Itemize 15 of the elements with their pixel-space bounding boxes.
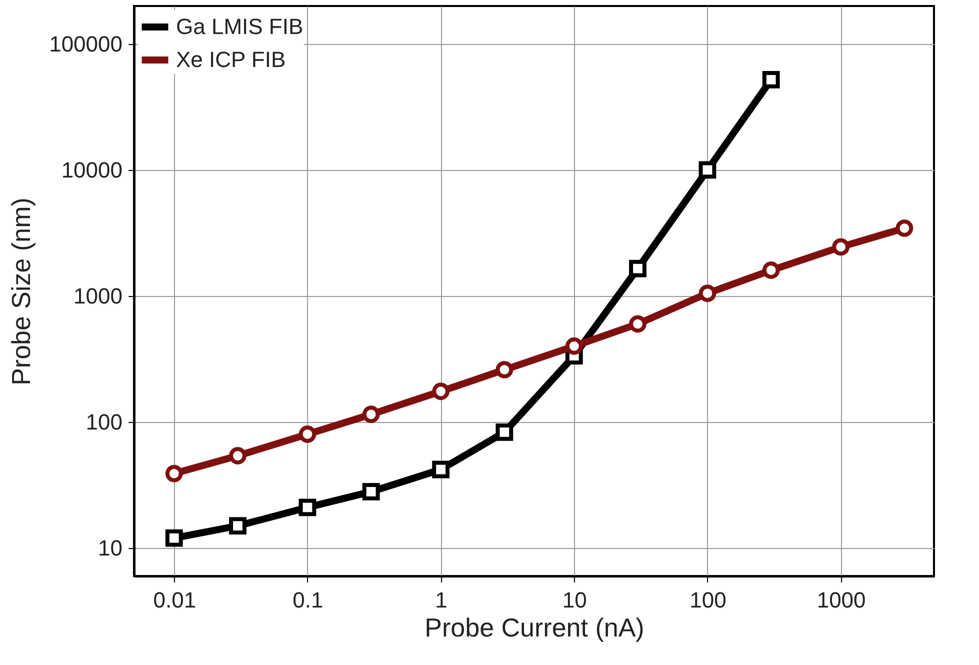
x-axis-title: Probe Current (nA) [424, 612, 644, 642]
x-tick-label: 1000 [816, 588, 866, 612]
x-tick-label: 0.1 [292, 588, 324, 612]
y-tick-label: 1000 [74, 283, 122, 308]
y-tick-label: 100 [86, 410, 122, 435]
x-tick-label: 0.01 [153, 588, 196, 612]
legend-label: Ga LMIS FIB [176, 14, 304, 39]
legend-label: Xe ICP FIB [176, 47, 286, 72]
y-tick-label: 100000 [49, 31, 122, 56]
y-axis-title: Probe Size (nm) [6, 198, 36, 386]
x-tick-label: 10 [562, 588, 587, 612]
y-tick-label: 10 [98, 536, 122, 561]
x-tick-label: 100 [690, 588, 726, 612]
x-tick-label: 1 [435, 588, 448, 612]
y-tick-label: 10000 [61, 157, 122, 182]
